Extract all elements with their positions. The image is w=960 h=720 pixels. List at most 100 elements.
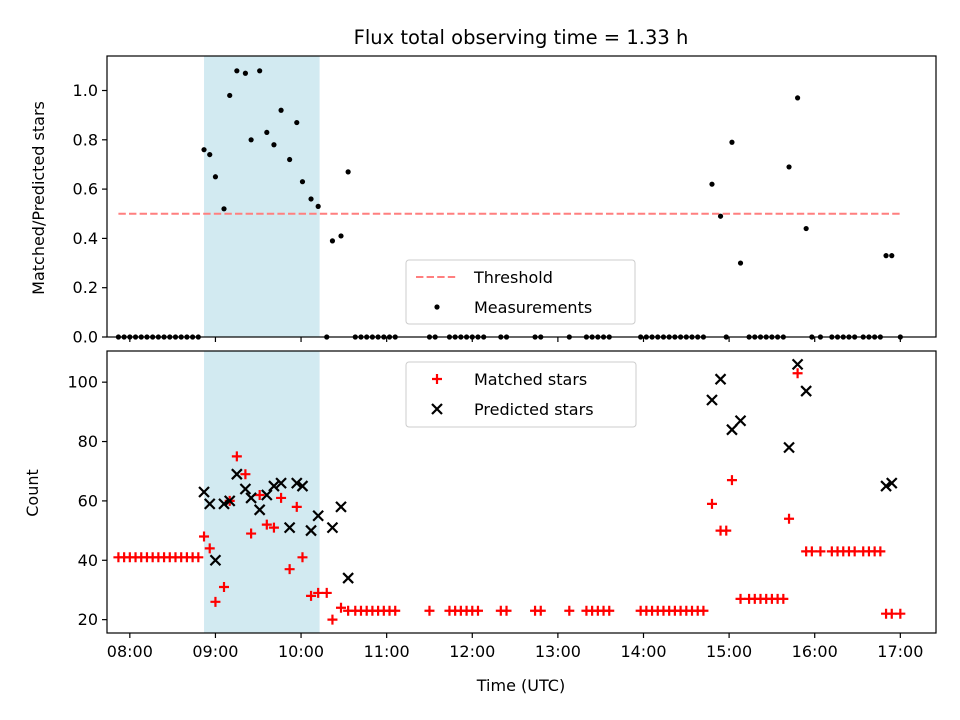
predicted-star-point bbox=[734, 414, 747, 427]
bottom-legend-box bbox=[405, 361, 637, 428]
top-y-axis-label: Matched/Predicted stars bbox=[29, 101, 48, 295]
bottom-y-tick-label: 60 bbox=[78, 491, 98, 510]
matched-star-point bbox=[886, 608, 897, 619]
predicted-star-point bbox=[198, 486, 210, 498]
matched-star-point bbox=[778, 593, 789, 604]
measurement-point bbox=[717, 213, 724, 219]
measurement-point bbox=[271, 142, 277, 148]
bottom-y-tick-label: 20 bbox=[78, 610, 98, 629]
legend-measurements-label: Measurements bbox=[474, 298, 592, 317]
predicted-star-point bbox=[791, 358, 804, 371]
predicted-star-point bbox=[880, 480, 892, 492]
measurement-point bbox=[248, 137, 254, 143]
predicted-star-point bbox=[253, 504, 266, 516]
matched-star-point bbox=[321, 587, 332, 598]
matched-star-point bbox=[313, 587, 324, 598]
measurement-point bbox=[278, 107, 284, 113]
measurement-point bbox=[329, 238, 336, 244]
measurement-point bbox=[221, 206, 227, 212]
matched-star-point bbox=[210, 596, 221, 607]
x-tick-label: 13:00 bbox=[535, 642, 581, 661]
predicted-star-point bbox=[783, 441, 795, 454]
measurement-point bbox=[883, 253, 889, 259]
x-tick-label: 12:00 bbox=[449, 642, 495, 661]
legend-predicted-stars-label: Predicted stars bbox=[474, 400, 594, 419]
top-legend: Threshold Measurements bbox=[405, 259, 636, 325]
predicted-star-point bbox=[326, 521, 339, 534]
measurement-point bbox=[709, 181, 715, 187]
legend-threshold-label: Threshold bbox=[473, 268, 553, 287]
bottom-axes-frame bbox=[106, 350, 937, 634]
bottom-series-matched-stars bbox=[113, 368, 906, 625]
x-tick-label: 15:00 bbox=[706, 642, 752, 661]
matched-star-point bbox=[535, 605, 546, 616]
legend-predicted-stars-swatch bbox=[431, 403, 443, 415]
legend-measurements-swatch bbox=[434, 304, 440, 310]
bottom-y-tick-label: 80 bbox=[78, 432, 98, 451]
matched-star-point bbox=[327, 614, 338, 625]
measurement-point bbox=[308, 196, 314, 202]
predicted-star-point bbox=[223, 495, 236, 507]
matched-star-point bbox=[261, 519, 272, 530]
matched-star-point bbox=[472, 605, 483, 616]
bottom-legend: Matched stars Predicted stars bbox=[405, 361, 637, 428]
predicted-star-point bbox=[800, 385, 812, 397]
x-tick-label: 11:00 bbox=[364, 642, 410, 661]
measurement-point bbox=[257, 68, 263, 74]
measurement-point bbox=[201, 147, 207, 153]
matched-star-point bbox=[604, 605, 615, 616]
matched-star-point bbox=[784, 513, 795, 524]
measurement-point bbox=[242, 70, 249, 76]
top-axes-frame bbox=[106, 55, 937, 338]
matched-star-point bbox=[291, 501, 302, 512]
matched-star-point bbox=[284, 564, 295, 575]
measurement-point bbox=[803, 225, 809, 232]
matched-star-point bbox=[276, 492, 287, 503]
top-y-tick-label: 0.2 bbox=[73, 278, 98, 297]
matched-star-point bbox=[698, 605, 709, 616]
chart-title: Flux total observing time = 1.33 h bbox=[354, 26, 689, 49]
matched-star-point bbox=[564, 605, 575, 616]
measurement-point bbox=[315, 203, 321, 209]
matched-star-point bbox=[297, 552, 308, 563]
matched-star-point bbox=[424, 605, 435, 616]
measurement-point bbox=[227, 92, 233, 99]
measurement-point bbox=[264, 129, 270, 136]
top-panel-flux-ratio: 0.0 0.2 0.4 0.6 0.8 1.0 Threshold Measurements bbox=[73, 55, 937, 347]
x-tick-label: 09:00 bbox=[192, 642, 238, 661]
measurement-point bbox=[729, 139, 735, 145]
predicted-star-point bbox=[231, 468, 243, 480]
bottom-observing-window-span bbox=[204, 351, 320, 633]
measurement-point bbox=[794, 95, 801, 101]
matched-star-point bbox=[193, 552, 204, 563]
predicted-star-point bbox=[335, 501, 347, 513]
measurement-point bbox=[345, 169, 351, 175]
matched-star-point bbox=[199, 531, 210, 542]
x-tick-label: 10:00 bbox=[278, 642, 324, 661]
legend-matched-stars-swatch bbox=[432, 374, 442, 384]
matched-star-point bbox=[204, 543, 215, 554]
predicted-star-point bbox=[342, 572, 354, 584]
matched-star-point bbox=[895, 608, 906, 619]
top-y-tick-label: 1.0 bbox=[73, 81, 98, 100]
matched-star-point bbox=[246, 528, 257, 539]
predicted-star-point bbox=[239, 483, 252, 495]
matched-star-point bbox=[806, 546, 817, 557]
measurement-point bbox=[207, 151, 213, 158]
measurement-point bbox=[889, 253, 895, 259]
predicted-star-point bbox=[275, 477, 287, 489]
predicted-star-point bbox=[706, 394, 718, 406]
matched-star-point bbox=[254, 489, 265, 500]
x-tick-label: 17:00 bbox=[877, 642, 923, 661]
measurement-point bbox=[737, 260, 744, 266]
predicted-star-point bbox=[203, 498, 216, 510]
top-legend-box bbox=[405, 259, 636, 325]
x-axis-label: Time (UTC) bbox=[476, 676, 565, 695]
predicted-star-point bbox=[714, 373, 727, 385]
top-y-tick-label: 0.0 bbox=[73, 328, 98, 347]
matched-star-point bbox=[726, 475, 737, 486]
measurement-point bbox=[299, 179, 306, 185]
matched-star-point bbox=[501, 605, 512, 616]
measurement-point bbox=[287, 156, 293, 163]
matched-star-point bbox=[231, 451, 242, 462]
